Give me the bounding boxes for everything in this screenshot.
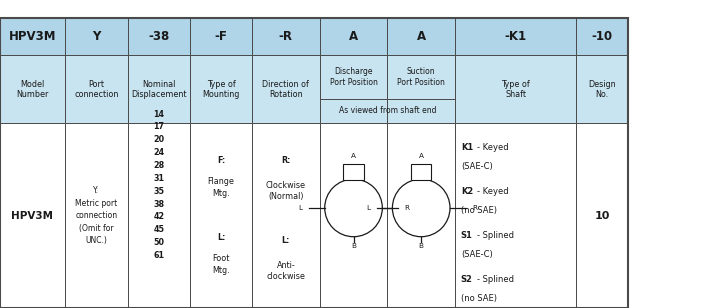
- Bar: [128, 123, 190, 308]
- Text: 10: 10: [594, 211, 610, 221]
- Text: Direction of
Rotation: Direction of Rotation: [262, 80, 310, 99]
- Text: Model
Number: Model Number: [17, 80, 48, 99]
- Text: K2: K2: [461, 187, 473, 196]
- Bar: [190, 123, 252, 308]
- Bar: [65, 55, 128, 123]
- Text: L:: L:: [282, 236, 290, 245]
- Bar: [455, 123, 576, 308]
- Text: S1: S1: [461, 231, 472, 240]
- Text: B: B: [419, 243, 423, 249]
- Bar: [0, 18, 628, 308]
- Bar: [190, 55, 252, 123]
- Bar: [387, 123, 455, 308]
- Text: (no SAE): (no SAE): [461, 294, 497, 303]
- Text: A: A: [351, 153, 356, 160]
- Text: - Keyed: - Keyed: [477, 143, 508, 152]
- Bar: [252, 123, 320, 308]
- Text: As viewed from shaft end: As viewed from shaft end: [338, 106, 436, 116]
- Bar: [576, 18, 628, 55]
- Bar: [0, 123, 65, 308]
- Text: A: A: [349, 30, 358, 43]
- Text: Y: Y: [92, 30, 101, 43]
- Text: L: L: [366, 205, 370, 211]
- Text: (SAE-C): (SAE-C): [461, 250, 492, 259]
- Bar: [320, 99, 387, 123]
- Bar: [387, 55, 455, 99]
- Text: 14
17
20
24
28
31
35
38
42
45
50
61: 14 17 20 24 28 31 35 38 42 45 50 61: [153, 110, 165, 260]
- Bar: [455, 55, 576, 123]
- Text: -38: -38: [148, 30, 170, 43]
- Text: -10: -10: [591, 30, 613, 43]
- Text: HPV3M: HPV3M: [9, 30, 56, 43]
- Bar: [65, 123, 128, 308]
- Text: Suction
Port Position: Suction Port Position: [397, 67, 445, 87]
- Text: Discharge
Port Position: Discharge Port Position: [330, 67, 377, 87]
- Bar: [320, 18, 387, 55]
- Text: R: R: [405, 205, 409, 211]
- Text: - Keyed: - Keyed: [477, 187, 508, 196]
- Text: S2: S2: [461, 275, 472, 284]
- Text: L: L: [298, 205, 302, 211]
- Text: (no SAE): (no SAE): [461, 206, 497, 215]
- Text: Type of
Mounting: Type of Mounting: [202, 80, 240, 99]
- Text: Anti-
clockwise: Anti- clockwise: [266, 261, 305, 282]
- Bar: [0, 18, 65, 55]
- Text: R: R: [472, 205, 477, 211]
- Text: Design
No.: Design No.: [588, 80, 616, 99]
- Bar: [576, 123, 628, 308]
- Text: - Splined: - Splined: [477, 275, 513, 284]
- Text: (SAE-C): (SAE-C): [461, 162, 492, 172]
- Text: L:: L:: [217, 233, 225, 242]
- Text: Clockwise
(Normal): Clockwise (Normal): [266, 180, 306, 201]
- Bar: [455, 18, 576, 55]
- Text: Type of
Shaft: Type of Shaft: [501, 80, 530, 99]
- Text: Port
connection: Port connection: [74, 80, 119, 99]
- Text: K1: K1: [461, 143, 473, 152]
- Text: Flange
Mtg.: Flange Mtg.: [207, 177, 235, 198]
- Bar: [252, 18, 320, 55]
- Bar: [387, 99, 455, 123]
- Text: R:: R:: [281, 156, 291, 165]
- Bar: [128, 55, 190, 123]
- Text: -K1: -K1: [505, 30, 526, 43]
- Bar: [576, 55, 628, 123]
- Bar: [0, 55, 65, 123]
- Bar: [320, 123, 387, 308]
- Bar: [320, 55, 387, 99]
- Text: A: A: [417, 30, 426, 43]
- Text: Nominal
Displacement: Nominal Displacement: [131, 80, 187, 99]
- Bar: [190, 18, 252, 55]
- Bar: [128, 18, 190, 55]
- Text: -F: -F: [215, 30, 228, 43]
- Bar: [252, 55, 320, 123]
- Bar: [411, 164, 431, 180]
- Text: HPV3M: HPV3M: [12, 211, 53, 221]
- Bar: [65, 18, 128, 55]
- Text: Y:
Metric port
connection
(Omit for
UNC.): Y: Metric port connection (Omit for UNC.…: [76, 186, 117, 245]
- Text: -R: -R: [279, 30, 293, 43]
- Text: - Splined: - Splined: [477, 231, 513, 240]
- Bar: [343, 164, 364, 180]
- Text: Foot
Mtg.: Foot Mtg.: [212, 254, 230, 275]
- Text: B: B: [351, 243, 356, 249]
- Text: F:: F:: [217, 156, 225, 165]
- Text: A: A: [419, 153, 423, 160]
- Bar: [387, 18, 455, 55]
